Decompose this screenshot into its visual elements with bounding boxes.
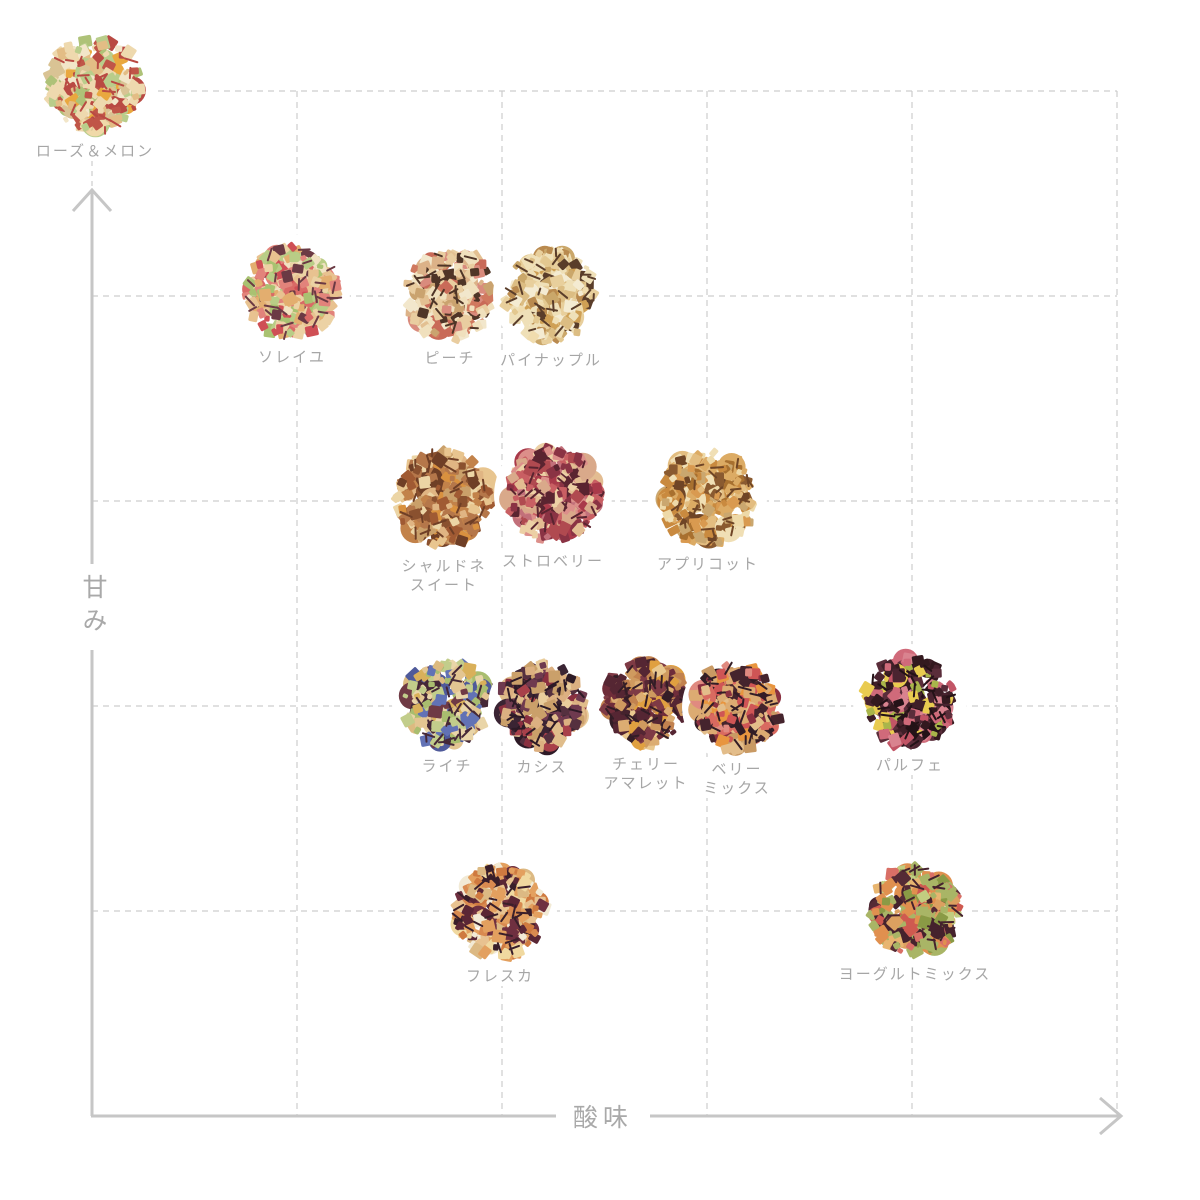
blend-label-line: フレスカ [465, 968, 535, 985]
blend-label-line: ピーチ [424, 350, 476, 367]
blend-photo-pineapple [493, 237, 609, 353]
y-axis-arrow-icon [71, 187, 113, 213]
blend-label-line: アマレット [603, 775, 689, 792]
blend-label-line: アプリコット [656, 556, 760, 573]
blend-label-pineapple: パイナップル [497, 351, 605, 370]
y-axis-label: 甘み [75, 564, 111, 650]
blend-photo-strawberry [494, 436, 612, 554]
blend-label-soleil: ソレイユ [255, 348, 329, 367]
blend-label-line: パイナップル [500, 352, 602, 369]
blend-photo-berry-mix [682, 652, 792, 762]
blend-label-fresca: フレスカ [462, 967, 538, 986]
blend-label-line: ソレイユ [258, 349, 326, 366]
blend-label-strawberry: ストロベリー [498, 552, 608, 571]
blend-label-apricot: アプリコット [653, 555, 763, 574]
blend-photo-cassis [488, 652, 596, 760]
blend-label-line: ストロベリー [501, 553, 605, 570]
blend-photo-peach [394, 239, 506, 351]
x-axis-arrow-icon [1099, 1096, 1124, 1136]
blend-photo-apricot [649, 439, 767, 557]
blend-label-peach: ピーチ [421, 349, 479, 368]
blend-label-line: シャルドネ [401, 558, 487, 575]
blend-label-line: ローズ＆メロン [35, 143, 155, 160]
blend-label-line: ヨーグルトミックス [838, 966, 992, 983]
blend-photo-yogurt-mix [859, 855, 971, 967]
blend-label-line: スイート [409, 577, 479, 594]
blend-label-rose-melon: ローズ＆メロン [32, 142, 158, 161]
blend-label-chardonnay-sweet: シャルドネ スイート [398, 557, 490, 595]
blend-photo-parfait [853, 644, 967, 758]
blend-label-berry-mix: ベリー ミックス [700, 760, 774, 798]
blend-photo-cherry-amaretto [592, 649, 700, 757]
blend-label-parfait: パルフェ [872, 756, 948, 775]
blend-label-line: チェリー [611, 756, 681, 773]
blend-label-line: ミックス [703, 780, 771, 797]
blend-label-yogurt-mix: ヨーグルトミックス [835, 965, 995, 984]
blend-label-cassis: カシス [513, 758, 571, 777]
blend-photo-lychee [392, 649, 502, 759]
blend-label-line: カシス [516, 759, 568, 776]
blend-photo-rose-melon [36, 26, 154, 144]
blend-photo-soleil [234, 234, 350, 350]
blend-photo-chardonnay-sweet [384, 439, 504, 559]
blend-label-lychee: ライチ [418, 757, 476, 776]
blend-label-cherry-amaretto: チェリー アマレット [600, 755, 692, 793]
blend-label-line: ライチ [421, 758, 473, 775]
blend-label-line: ベリー [711, 761, 763, 778]
x-axis-label: 酸味 [562, 1098, 644, 1134]
blend-photo-fresca [443, 855, 557, 969]
blend-label-line: パルフェ [875, 757, 945, 774]
